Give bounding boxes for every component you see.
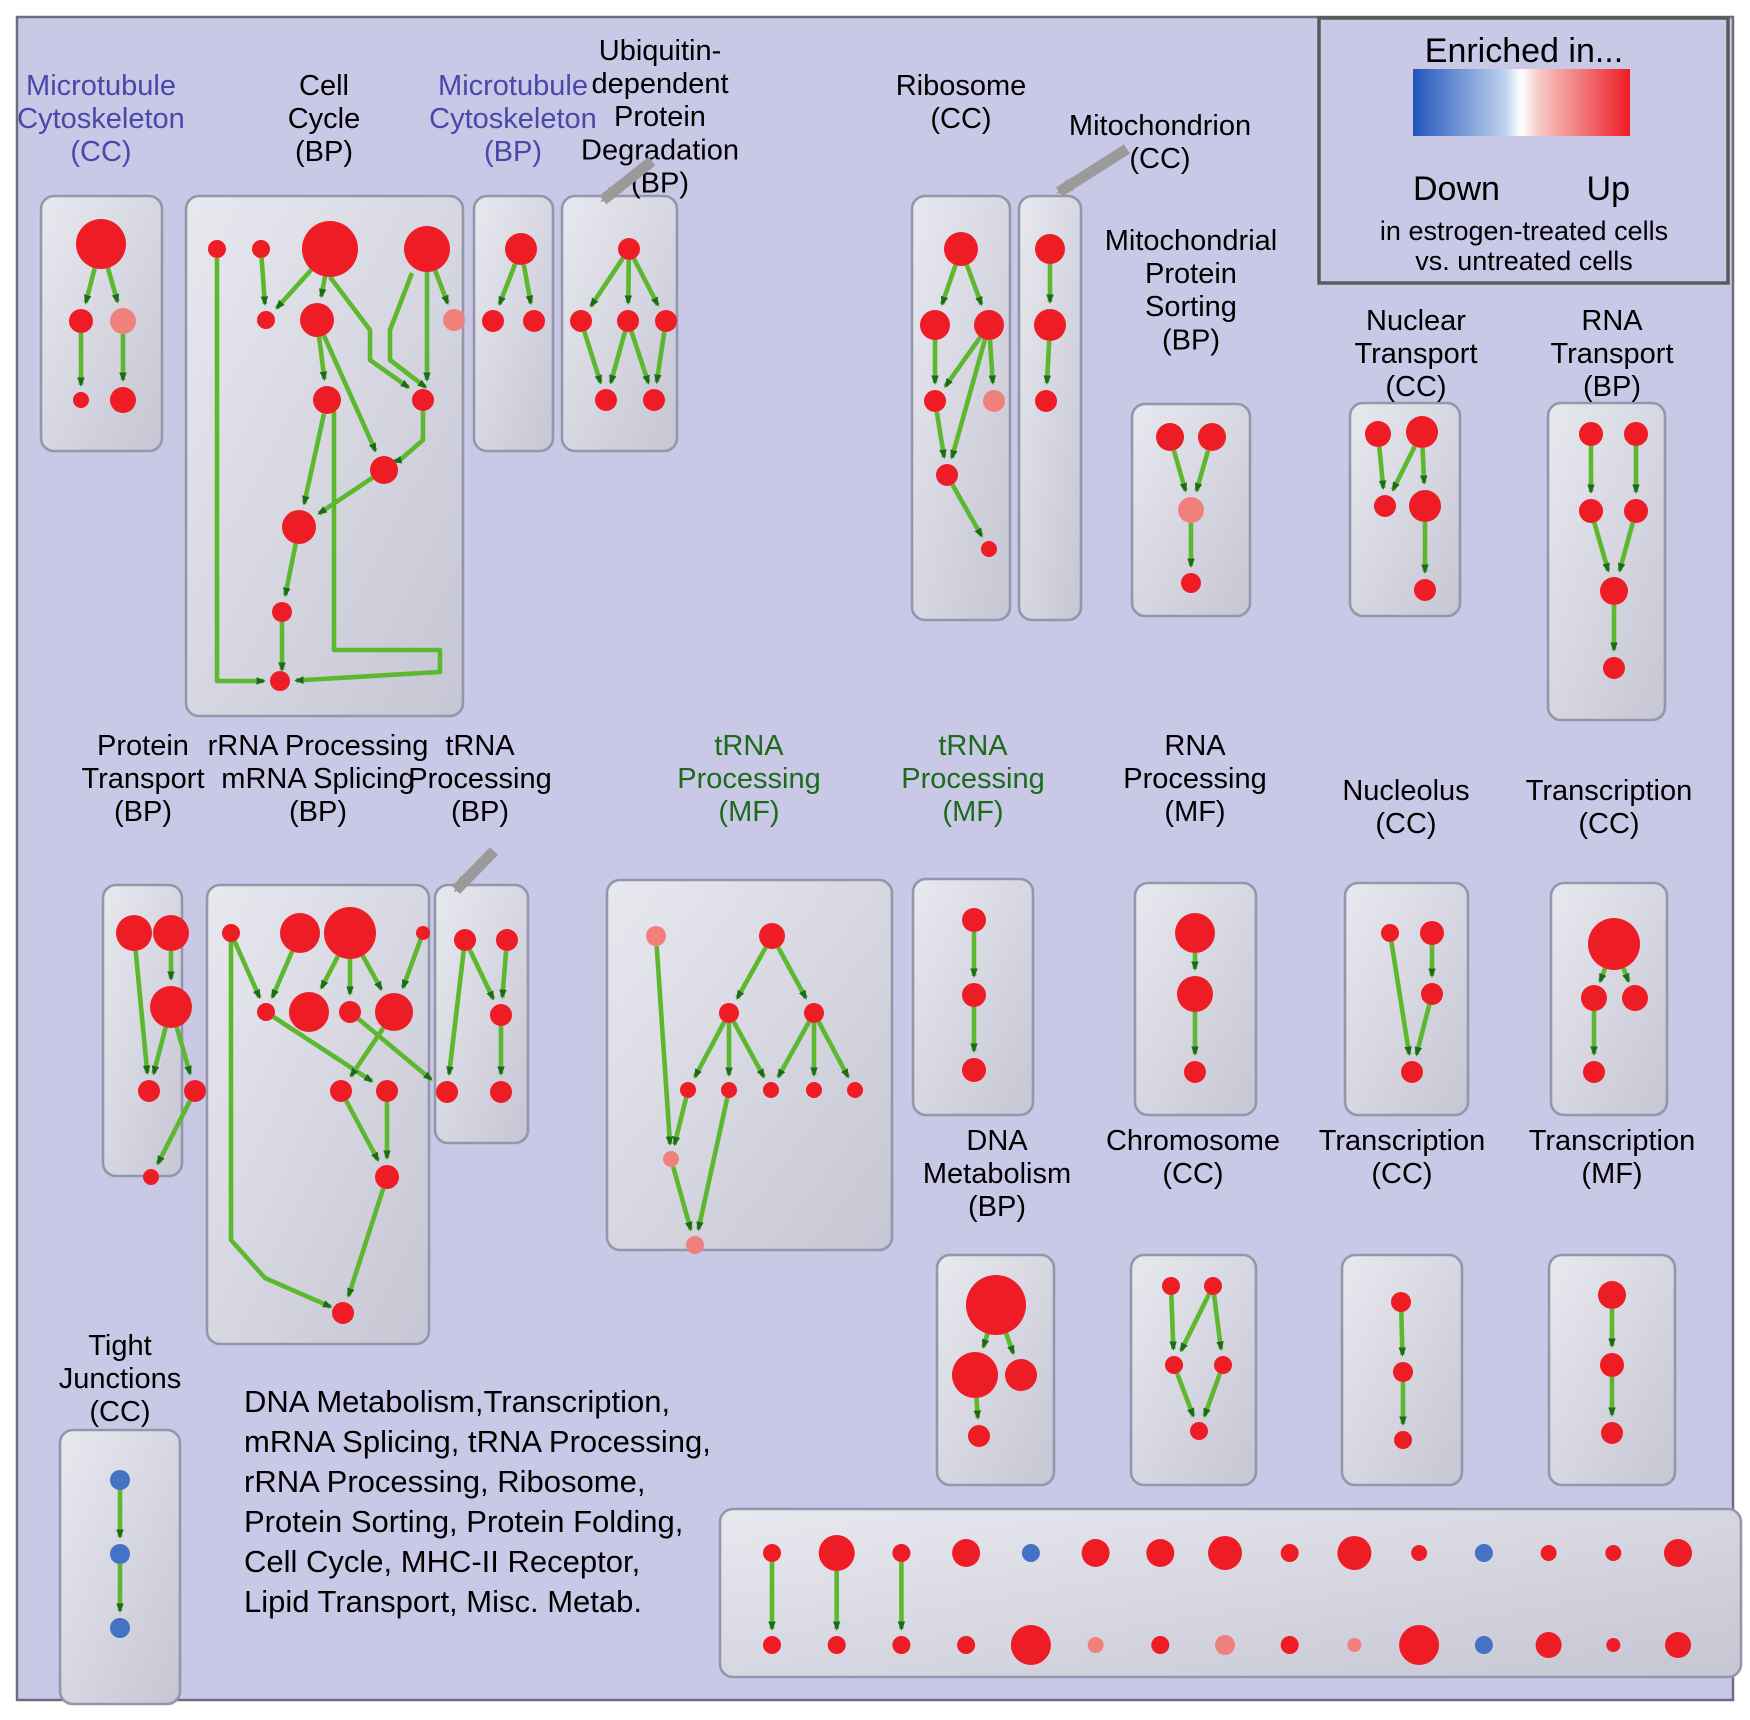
svg-text:vs. untreated cells: vs. untreated cells <box>1415 246 1633 276</box>
svg-text:in estrogen-treated cells: in estrogen-treated cells <box>1380 216 1668 246</box>
svg-text:Enriched in...: Enriched in... <box>1425 32 1623 70</box>
svg-text:Down: Down <box>1413 170 1500 208</box>
svg-text:Up: Up <box>1587 170 1630 208</box>
